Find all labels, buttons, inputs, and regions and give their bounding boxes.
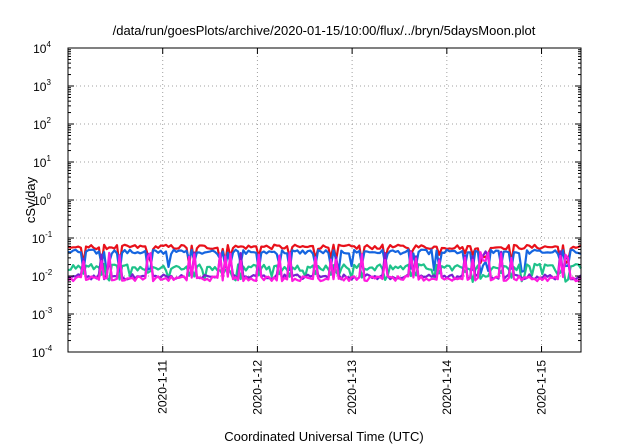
chart-title: /data/run/goesPlots/archive/2020-01-15/1… [113, 23, 536, 38]
y-tick-exponent: -4 [45, 344, 53, 353]
y-tick-exponent: 0 [46, 192, 51, 201]
y-axis-label: cSv/day [23, 176, 38, 223]
y-tick-label: 10-1 [32, 230, 53, 246]
y-tick-base: 10 [32, 232, 46, 246]
y-tick-label: 103 [33, 78, 51, 94]
grid-layer [68, 48, 581, 352]
y-tick-label: 102 [33, 116, 51, 132]
x-tick-label: 2020-1-11 [156, 360, 170, 414]
y-tick-exponent: -1 [45, 230, 53, 239]
y-tick-label: 10-3 [32, 306, 53, 322]
y-tick-base: 10 [32, 308, 46, 322]
y-tick-base: 10 [33, 156, 47, 170]
y-tick-base: 10 [33, 42, 47, 56]
y-tick-base: 10 [33, 194, 47, 208]
y-tick-label: 101 [33, 154, 51, 170]
series-line-2 [67, 248, 582, 276]
y-tick-exponent: -3 [45, 306, 53, 315]
y-tick-base: 10 [32, 270, 46, 284]
x-tick-label: 2020-1-14 [440, 360, 454, 415]
series-line-5 [67, 251, 582, 283]
y-tick-exponent: -2 [45, 268, 53, 277]
y-tick-exponent: 3 [46, 78, 51, 87]
y-tick-label: 104 [33, 40, 51, 56]
y-tick-label: 100 [33, 192, 51, 208]
series-layer [67, 243, 582, 283]
x-axis-label: Coordinated Universal Time (UTC) [224, 429, 423, 444]
y-tick-base: 10 [33, 118, 47, 132]
y-tick-label: 10-4 [32, 344, 53, 360]
y-tick-base: 10 [33, 80, 47, 94]
y-tick-base: 10 [32, 346, 46, 360]
y-tick-exponent: 4 [46, 40, 51, 49]
y-tick-label: 10-2 [32, 268, 53, 284]
y-tick-exponent: 1 [46, 154, 51, 163]
series-line-3 [67, 262, 582, 283]
x-tick-label: 2020-1-15 [535, 360, 549, 415]
x-tick-label: 2020-1-12 [250, 360, 264, 415]
y-tick-exponent: 2 [46, 116, 51, 125]
x-tick-label: 2020-1-13 [345, 360, 359, 415]
series-line-1 [67, 243, 582, 268]
axis-layer: 10-410-310-210-11001011021031042020-1-11… [32, 40, 581, 415]
